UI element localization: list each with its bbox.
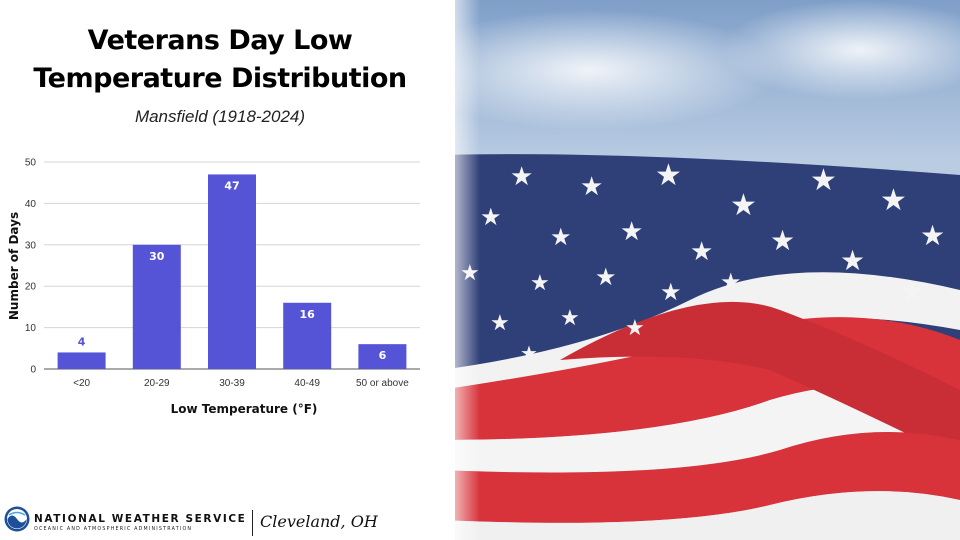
bar-data-labels: 4 30 47 16 6 [78, 179, 387, 362]
bar-data-label: 6 [379, 349, 387, 362]
bar-data-label: 4 [78, 335, 86, 348]
bar-chart: 0 10 20 30 40 50 4 30 47 16 6 <20 20-29 30-39 40-49 5… [7, 158, 420, 416]
svg-text:★: ★ [580, 172, 603, 202]
bar [208, 174, 256, 369]
svg-text:★: ★ [530, 271, 550, 296]
subtitle: Mansfield (1918-2024) [134, 107, 306, 126]
svg-text:★: ★ [510, 162, 533, 192]
svg-text:★: ★ [690, 237, 713, 267]
svg-text:★: ★ [595, 263, 617, 291]
y-tick-label: 0 [30, 365, 36, 376]
bar-data-label: 47 [224, 179, 239, 192]
title-line-1: Veterans Day Low [87, 25, 353, 56]
svg-text:★: ★ [480, 203, 502, 231]
svg-text:★: ★ [550, 223, 572, 251]
org-name: NATIONAL WEATHER SERVICE [34, 513, 247, 525]
photo-fade [440, 0, 480, 540]
y-tick-label: 10 [25, 323, 37, 334]
svg-text:★: ★ [920, 219, 945, 252]
y-tick-label: 20 [25, 282, 37, 293]
x-axis-title: Low Temperature (°F) [171, 402, 318, 416]
title-line-2: Temperature Distribution [33, 63, 407, 94]
svg-text:★: ★ [840, 244, 865, 277]
x-tick-label: 50 or above [356, 378, 409, 389]
svg-text:★: ★ [655, 158, 682, 193]
footer-divider [252, 510, 253, 536]
svg-text:★: ★ [900, 277, 923, 307]
american-flag-photo: ★ ★ ★ ★ ★ ★ ★ ★ ★ ★ ★ ★ ★ ★ ★ ★ ★ ★ ★ ★ … [440, 0, 960, 540]
svg-text:★: ★ [770, 224, 795, 257]
x-tick-label: <20 [73, 378, 90, 389]
bar [283, 302, 332, 369]
y-tick-labels: 0 10 20 30 40 50 [25, 158, 37, 376]
svg-text:★: ★ [490, 311, 510, 336]
svg-text:★: ★ [880, 183, 907, 218]
x-tick-label: 30-39 [219, 378, 245, 389]
y-tick-label: 30 [25, 240, 37, 251]
svg-text:★: ★ [620, 217, 643, 247]
svg-text:★: ★ [730, 188, 757, 223]
svg-text:★: ★ [520, 341, 538, 365]
page-title: Veterans Day Low Temperature Distributio… [0, 22, 440, 98]
org-subtitle: OCEANIC AND ATMOSPHERIC ADMINISTRATION [34, 527, 193, 532]
bars [57, 174, 407, 369]
x-tick-labels: <20 20-29 30-39 40-49 50 or above [73, 378, 409, 389]
y-tick-label: 50 [25, 158, 37, 169]
svg-text:★: ★ [660, 278, 682, 306]
bar-data-label: 16 [300, 308, 316, 321]
bar [358, 344, 407, 369]
x-tick-label: 40-49 [294, 378, 320, 389]
svg-text:★: ★ [810, 163, 837, 198]
bar [132, 244, 181, 369]
chart-panel: Veterans Day Low Temperature Distributio… [0, 0, 455, 540]
svg-text:★: ★ [625, 316, 645, 341]
y-tick-label: 40 [25, 199, 37, 210]
noaa-logo-icon [4, 506, 30, 532]
svg-text:★: ★ [720, 268, 742, 296]
bar [57, 352, 106, 369]
x-tick-label: 20-29 [144, 378, 170, 389]
bar-data-label: 30 [149, 250, 165, 263]
y-axis-title: Number of Days [7, 212, 21, 320]
svg-text:★: ★ [560, 306, 580, 331]
office-name: Cleveland, OH [260, 512, 378, 531]
